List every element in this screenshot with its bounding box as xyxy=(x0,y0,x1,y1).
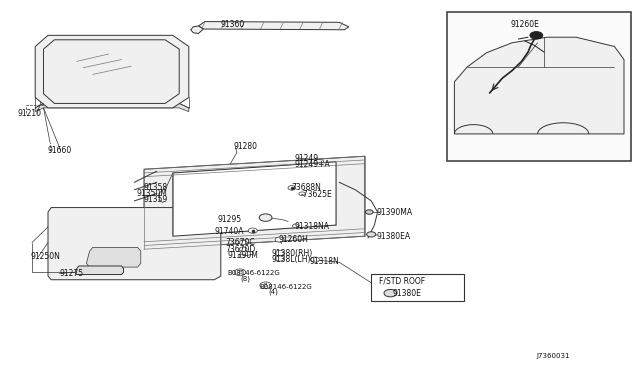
Text: 91249: 91249 xyxy=(294,154,319,163)
Text: 91380(RH): 91380(RH) xyxy=(272,249,313,258)
Text: B08146-6122G: B08146-6122G xyxy=(259,284,312,290)
Circle shape xyxy=(367,232,376,237)
Polygon shape xyxy=(198,22,349,30)
Circle shape xyxy=(275,250,284,256)
Text: 91318NA: 91318NA xyxy=(294,222,330,231)
Text: (8): (8) xyxy=(240,275,250,282)
Text: 91660: 91660 xyxy=(48,146,72,155)
Polygon shape xyxy=(454,37,624,134)
Polygon shape xyxy=(35,103,189,112)
Text: 91380EA: 91380EA xyxy=(376,232,410,241)
Text: 91295: 91295 xyxy=(218,215,242,224)
Text: 91360: 91360 xyxy=(221,20,245,29)
Circle shape xyxy=(234,269,246,276)
Circle shape xyxy=(248,228,257,233)
Text: 91210: 91210 xyxy=(18,109,42,118)
Polygon shape xyxy=(86,247,141,267)
Polygon shape xyxy=(44,40,179,103)
Text: 73688N: 73688N xyxy=(291,183,321,192)
Circle shape xyxy=(530,32,543,39)
Text: B08146-6122G: B08146-6122G xyxy=(227,270,280,276)
Text: 91390MA: 91390MA xyxy=(376,208,412,217)
Text: 9138L(LH): 9138L(LH) xyxy=(272,255,312,264)
Text: 91275: 91275 xyxy=(60,269,84,278)
Text: F/STD ROOF: F/STD ROOF xyxy=(379,276,425,285)
Circle shape xyxy=(259,214,272,221)
Polygon shape xyxy=(48,208,221,280)
Text: 73670D: 73670D xyxy=(225,245,255,254)
Circle shape xyxy=(365,210,373,214)
Circle shape xyxy=(292,224,299,228)
Text: 73670C: 73670C xyxy=(225,238,255,247)
Text: 91359: 91359 xyxy=(144,195,168,204)
Circle shape xyxy=(275,256,284,261)
Circle shape xyxy=(260,282,271,289)
Text: 91249+A: 91249+A xyxy=(294,160,330,169)
Circle shape xyxy=(299,192,305,196)
Circle shape xyxy=(239,247,247,251)
Text: B: B xyxy=(264,283,268,288)
Text: -73625E: -73625E xyxy=(301,190,333,199)
Text: J7360031: J7360031 xyxy=(536,353,570,359)
Text: 91358: 91358 xyxy=(144,183,168,192)
Circle shape xyxy=(275,237,284,242)
Polygon shape xyxy=(144,156,365,249)
Bar xyxy=(447,12,631,161)
Bar xyxy=(371,274,464,301)
Polygon shape xyxy=(35,35,189,108)
Text: 91390M: 91390M xyxy=(227,251,258,260)
Text: 91350M: 91350M xyxy=(136,189,167,198)
Text: 91280: 91280 xyxy=(234,142,258,151)
Text: 91260E: 91260E xyxy=(510,20,539,29)
Circle shape xyxy=(288,186,296,190)
Text: 91260H: 91260H xyxy=(278,235,308,244)
Circle shape xyxy=(310,257,319,262)
Circle shape xyxy=(239,240,247,245)
Text: (4): (4) xyxy=(269,289,278,295)
Text: 91740A: 91740A xyxy=(214,227,244,236)
Text: 91318N: 91318N xyxy=(310,257,339,266)
Text: 91250N: 91250N xyxy=(31,252,61,261)
Polygon shape xyxy=(191,26,204,33)
Text: 91380E: 91380E xyxy=(392,289,421,298)
Circle shape xyxy=(384,289,397,297)
Circle shape xyxy=(239,254,245,258)
Text: B: B xyxy=(238,270,242,275)
Polygon shape xyxy=(173,162,336,236)
Polygon shape xyxy=(75,266,124,275)
